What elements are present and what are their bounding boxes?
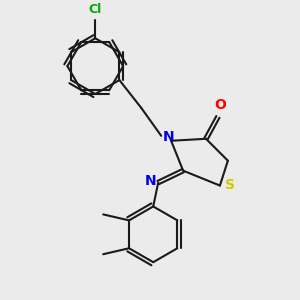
Text: Cl: Cl [88,3,102,16]
Text: N: N [144,174,156,188]
Text: O: O [214,98,226,112]
Text: S: S [225,178,235,192]
Text: N: N [162,130,174,144]
